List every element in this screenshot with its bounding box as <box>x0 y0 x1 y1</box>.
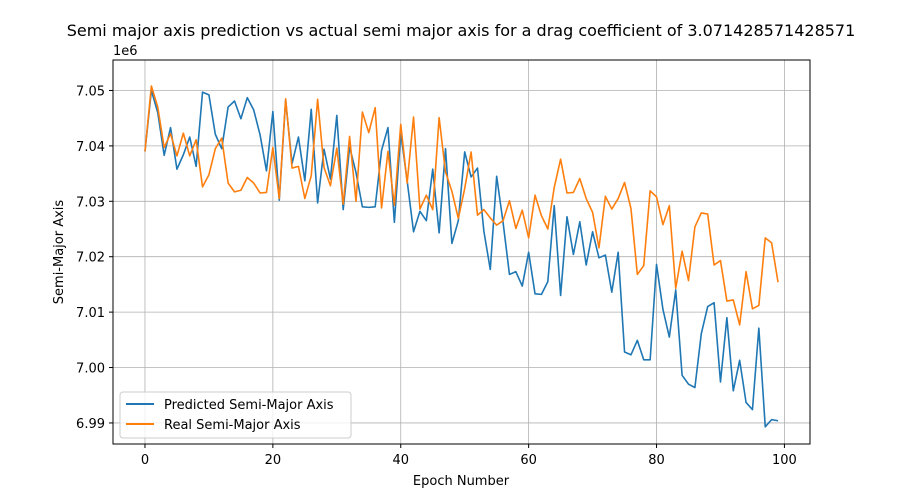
x-tick-label: 60 <box>520 453 537 468</box>
y-tick-label: 7.01 <box>76 306 105 321</box>
y-tick-label: 7.04 <box>76 140 105 155</box>
x-tick-label: 0 <box>141 453 149 468</box>
x-tick-label: 40 <box>392 453 409 468</box>
x-tick-label: 20 <box>265 453 282 468</box>
series-line-1 <box>144 85 779 326</box>
plot-area-frame <box>112 59 811 445</box>
legend-label-real: Real Semi-Major Axis <box>164 418 301 433</box>
y-tick-label: 6.99 <box>76 417 105 432</box>
legend-box <box>119 391 352 439</box>
chart-title: Semi major axis prediction vs actual sem… <box>67 21 856 40</box>
series-line-0 <box>144 89 779 428</box>
y-tick-label: 7.03 <box>76 195 105 210</box>
grid-layer <box>113 60 810 444</box>
x-axis-label: Epoch Number <box>413 474 510 489</box>
y-tick-label: 7.00 <box>76 362 105 377</box>
x-tick-label: 80 <box>648 453 665 468</box>
legend-label-predicted: Predicted Semi-Major Axis <box>164 398 334 413</box>
legend: Predicted Semi-Major Axis Real Semi-Majo… <box>119 391 352 439</box>
y-axis-label: Semi-Major Axis <box>52 200 67 305</box>
y-offset-label: 1e6 <box>113 44 138 59</box>
y-tick-label: 7.02 <box>76 251 105 266</box>
y-tick-label: 7.05 <box>76 84 105 99</box>
series-layer <box>144 85 779 428</box>
x-tick-label: 100 <box>772 453 797 468</box>
ticks-layer: 0 20 40 60 80 100 6.99 7.00 7.01 7.02 7.03 7.04 7.05 <box>76 84 797 468</box>
